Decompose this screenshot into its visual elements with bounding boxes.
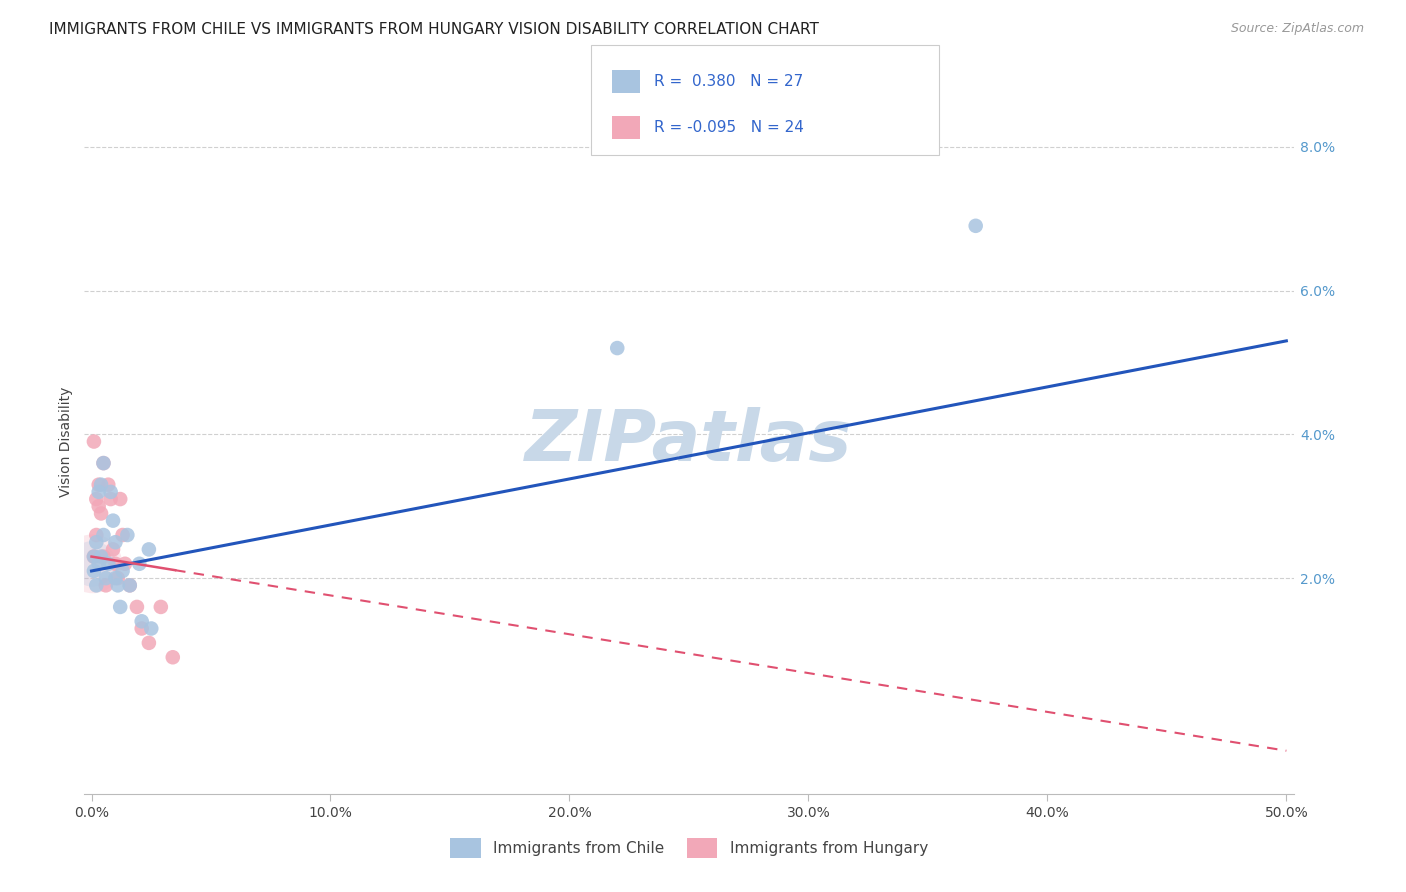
Point [111, 528, 134, 542]
Point [84, 491, 107, 506]
Point [83, 549, 105, 564]
Point [131, 615, 153, 629]
Point [83, 564, 105, 578]
Point [94, 571, 117, 585]
Point [97, 477, 120, 491]
Point [100, 491, 122, 506]
Point [141, 622, 163, 636]
Point [965, 219, 987, 233]
Point [87, 557, 110, 571]
Point [93, 528, 115, 542]
Point [118, 578, 141, 592]
Point [90, 477, 112, 491]
Point [94, 578, 117, 592]
Point [606, 341, 628, 355]
Point [104, 557, 127, 571]
Point [138, 542, 160, 557]
Legend: Immigrants from Chile, Immigrants from Hungary: Immigrants from Chile, Immigrants from H… [444, 832, 934, 863]
Point [84, 535, 107, 549]
Point [82, 557, 104, 571]
Text: R =  0.380   N = 27: R = 0.380 N = 27 [654, 74, 803, 89]
Point [131, 622, 153, 636]
Point [114, 557, 136, 571]
Point [138, 636, 160, 650]
Text: IMMIGRANTS FROM CHILE VS IMMIGRANTS FROM HUNGARY VISION DISABILITY CORRELATION C: IMMIGRANTS FROM CHILE VS IMMIGRANTS FROM… [49, 22, 820, 37]
Point [104, 535, 127, 549]
Point [84, 578, 107, 592]
Point [107, 578, 129, 592]
Point [93, 456, 115, 470]
Point [83, 549, 105, 564]
Point [162, 650, 184, 665]
Point [93, 456, 115, 470]
Text: ZIPatlas: ZIPatlas [526, 407, 852, 476]
Point [87, 484, 110, 499]
Point [101, 514, 124, 528]
Point [93, 549, 115, 564]
Point [90, 507, 112, 521]
Point [101, 542, 124, 557]
Point [84, 528, 107, 542]
Y-axis label: Vision Disability: Vision Disability [59, 386, 73, 497]
Text: Source: ZipAtlas.com: Source: ZipAtlas.com [1230, 22, 1364, 36]
Point [100, 484, 122, 499]
Point [149, 599, 172, 614]
Point [118, 578, 141, 592]
Point [87, 500, 110, 514]
Point [125, 599, 148, 614]
Point [117, 528, 139, 542]
Point [87, 477, 110, 491]
Point [104, 571, 127, 585]
Point [128, 557, 150, 571]
Point [108, 599, 131, 614]
Point [83, 434, 105, 449]
Point [82, 557, 104, 571]
Text: R = -0.095   N = 24: R = -0.095 N = 24 [654, 120, 804, 136]
Point [111, 564, 134, 578]
Point [107, 571, 129, 585]
Point [97, 557, 120, 571]
Point [108, 491, 131, 506]
Point [90, 549, 112, 564]
